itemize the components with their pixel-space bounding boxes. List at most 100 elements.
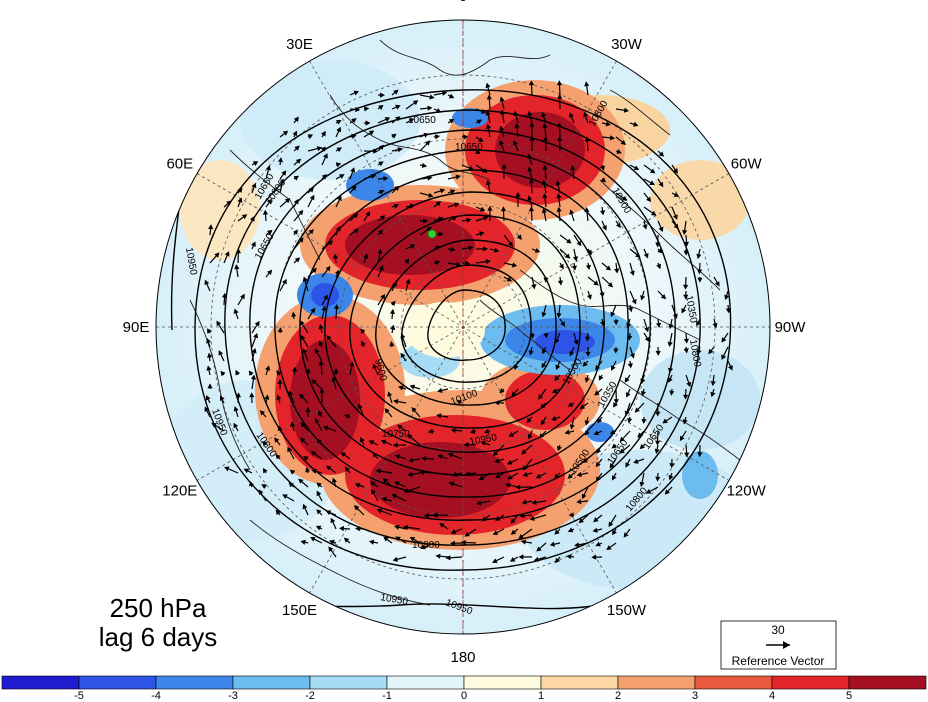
wind-vector-head	[506, 459, 513, 465]
wind-vector-head	[387, 391, 393, 397]
wind-vector-head	[395, 536, 401, 542]
wind-vector-head	[357, 403, 363, 410]
wind-vector-head	[389, 308, 396, 314]
wind-vector-head	[584, 207, 590, 213]
wind-vector-head	[640, 391, 646, 397]
wind-vector-head	[599, 292, 605, 298]
wind-vector-head	[505, 482, 511, 488]
wind-vector-head	[299, 393, 305, 400]
wind-vector-head	[252, 161, 259, 166]
wind-vector-head	[378, 104, 384, 110]
wind-vector-head	[595, 541, 601, 547]
wind-vector-head	[262, 467, 268, 474]
wind-vector-head	[683, 294, 689, 300]
wind-vector-head	[613, 402, 618, 408]
wind-vector-head	[567, 473, 573, 479]
colorbar-swatch	[694, 675, 773, 690]
wind-vector-head	[300, 437, 306, 443]
wind-vector-head	[318, 360, 324, 366]
wind-vector-head	[403, 488, 410, 494]
wind-vector-head	[567, 402, 574, 407]
wind-vector-head	[392, 442, 398, 448]
longitude-label: 60E	[166, 156, 193, 173]
title-level: 250 hPa	[110, 593, 207, 623]
wind-vector-head	[587, 249, 592, 256]
wind-vector-head	[633, 165, 640, 170]
wind-vector-head	[669, 463, 675, 469]
wind-vector-head	[584, 420, 590, 426]
wind-vector-head	[438, 216, 444, 222]
wind-vector-head	[298, 237, 304, 243]
wind-vector-head	[351, 118, 357, 124]
wind-vector-head	[599, 165, 605, 171]
wind-vector-head	[315, 525, 322, 531]
wind-vector-head	[485, 123, 491, 129]
wind-vector-head	[298, 478, 304, 484]
wind-vector-head	[233, 406, 239, 412]
wind-vector-head	[673, 168, 678, 174]
wind-vector-head	[277, 425, 283, 431]
wind-vector-head	[235, 248, 241, 254]
wind-vector-head	[554, 375, 560, 381]
wind-vector-head	[464, 531, 470, 537]
wind-vector-head	[668, 323, 674, 330]
wind-vector-head	[543, 277, 549, 283]
wind-vector-head	[435, 108, 442, 113]
wind-vector-head	[566, 554, 572, 560]
wind-vector-head	[351, 185, 357, 191]
wind-vector-head	[333, 304, 340, 309]
wind-vector-head	[573, 256, 579, 262]
wind-vector-head	[529, 135, 535, 141]
wind-vector-head	[305, 407, 311, 412]
wind-vector-head	[639, 481, 645, 488]
contour-label: 10950	[379, 592, 409, 608]
wind-vector-head	[725, 308, 731, 314]
wind-vector-head	[249, 392, 255, 398]
wind-vector-head	[332, 253, 339, 259]
wind-vector-head	[511, 391, 517, 397]
wind-vector-head	[624, 410, 630, 417]
wind-vector-head	[668, 377, 673, 383]
wind-vector-head	[600, 321, 606, 327]
wind-vector-head	[595, 364, 601, 371]
wind-vector-head	[527, 195, 533, 201]
wind-vector-head	[664, 489, 670, 495]
wind-vector-head	[355, 526, 361, 532]
wind-vector-head	[623, 107, 630, 113]
wind-vector-head	[370, 174, 377, 179]
wind-vector-head	[494, 400, 500, 406]
wind-vector-head	[451, 216, 458, 222]
wind-vector-head	[259, 410, 266, 416]
wind-vector-head	[594, 390, 600, 396]
wind-vector-head	[683, 338, 690, 344]
wind-vector-head	[634, 407, 640, 413]
wind-vector-head	[287, 446, 293, 453]
wind-vector-head	[336, 195, 342, 202]
wind-vector-head	[395, 104, 401, 110]
wind-vector-head	[384, 117, 391, 122]
wind-vector-head	[353, 90, 359, 96]
wind-vector-head	[353, 228, 359, 234]
contour-label: 10950	[469, 432, 499, 448]
wind-vector-head	[437, 387, 443, 393]
wind-vector-head	[534, 247, 541, 253]
wind-vector-head	[398, 385, 404, 391]
wind-vector-head	[696, 253, 702, 260]
wind-vector-head	[511, 262, 518, 268]
wind-vector-head	[281, 170, 287, 176]
wind-vector-head	[321, 174, 328, 180]
wind-vector-head	[542, 122, 548, 129]
wind-vector-head	[526, 417, 532, 424]
wind-vector-head	[432, 512, 438, 518]
wind-vector-head	[668, 475, 674, 481]
wind-vector-head	[592, 527, 598, 533]
wind-vector-head	[673, 192, 680, 197]
wind-vector-head	[295, 158, 302, 164]
wind-vector-head	[672, 214, 678, 220]
title-lag: lag 6 days	[99, 622, 218, 652]
wind-vector-head	[343, 537, 350, 543]
wind-vector-head	[326, 335, 332, 341]
wind-vector-head	[519, 513, 525, 519]
wind-vector-head	[288, 482, 294, 488]
wind-vector-head	[331, 376, 337, 382]
